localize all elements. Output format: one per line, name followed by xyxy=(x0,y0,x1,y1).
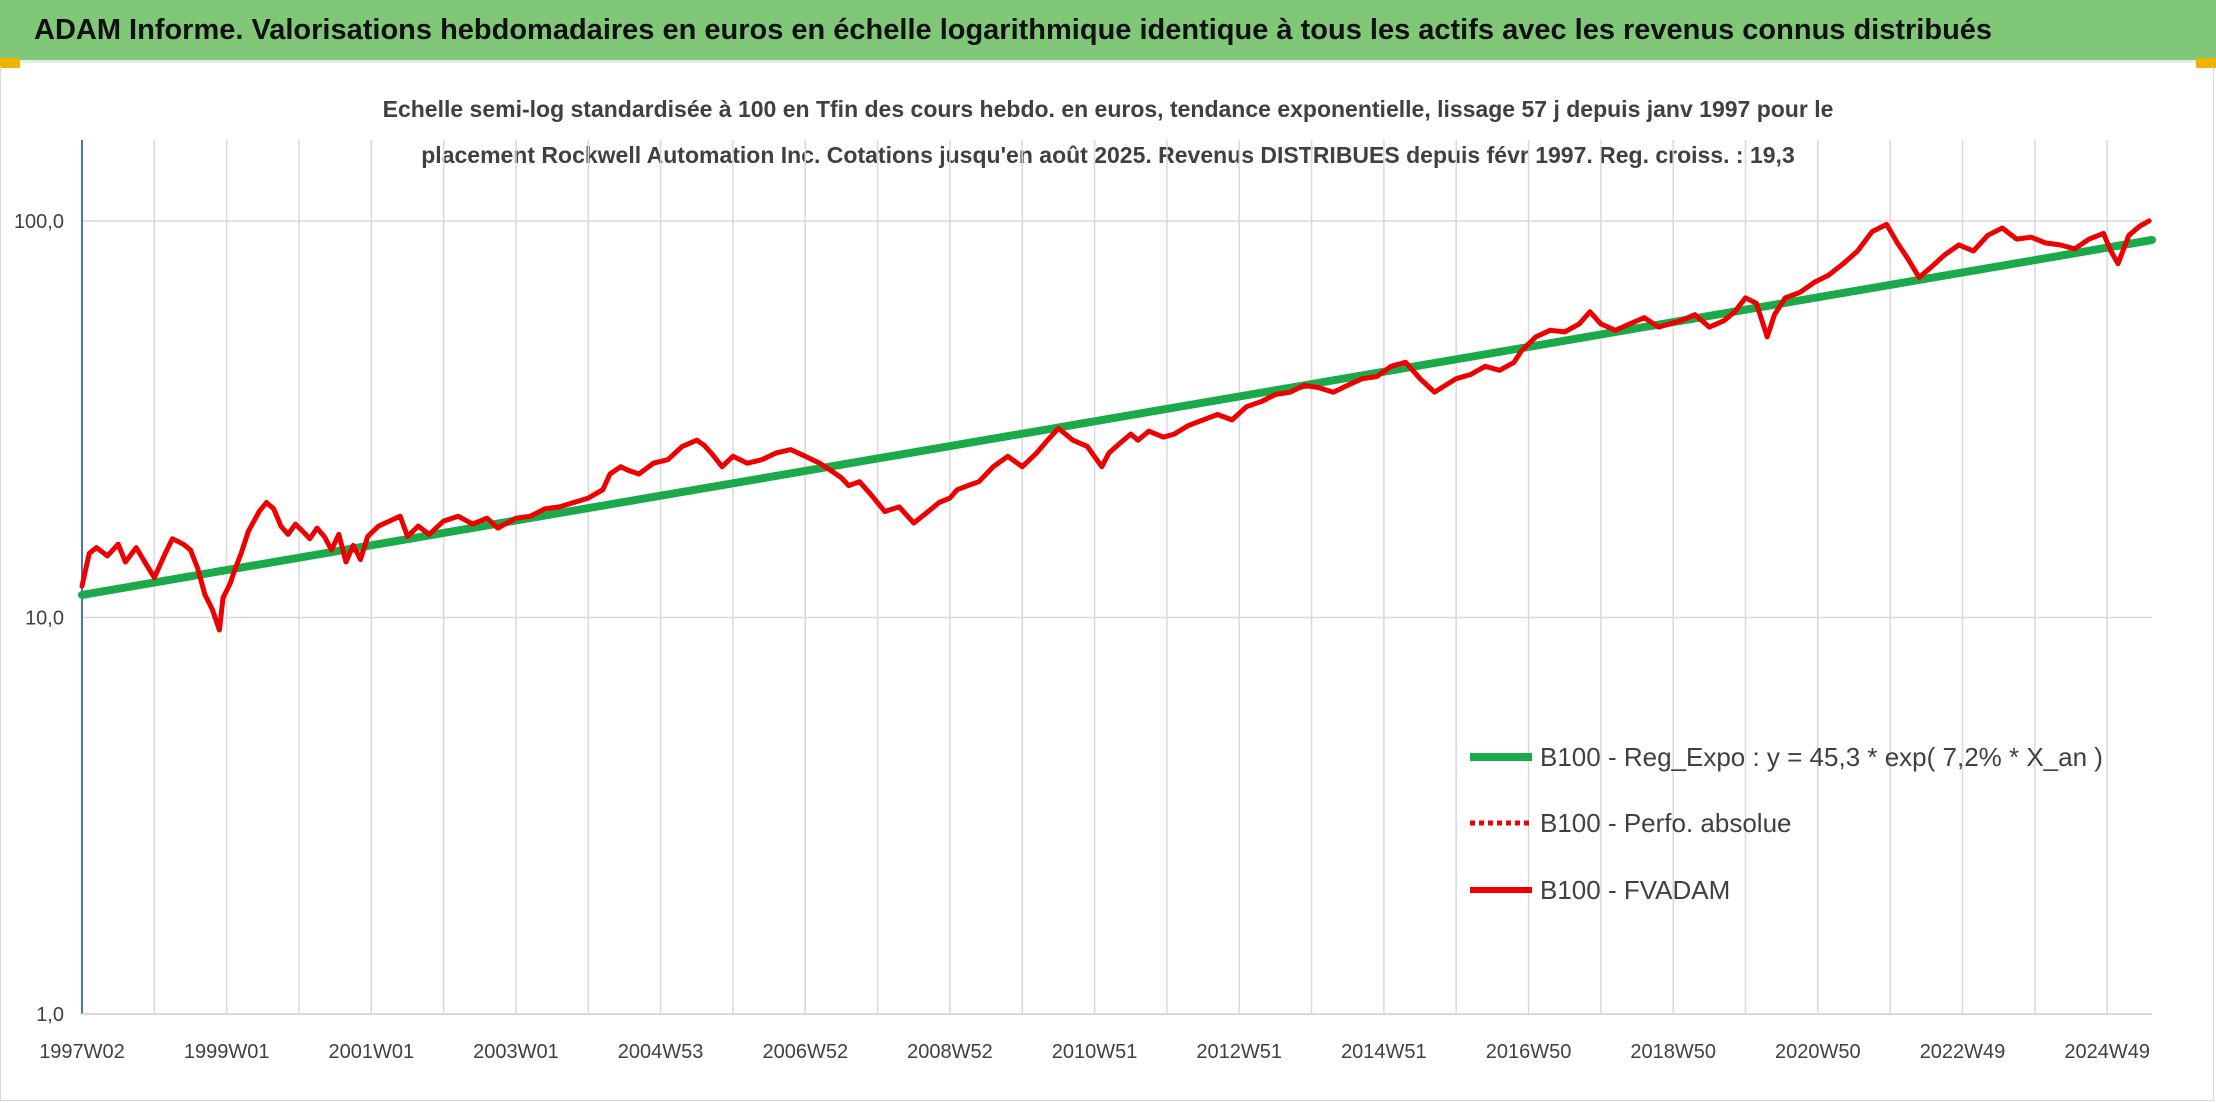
fvadam-line xyxy=(79,218,2152,633)
x-tick-label: 2003W01 xyxy=(473,1041,559,1063)
x-tick-label: 2006W52 xyxy=(762,1041,848,1063)
chart-title-line-2: placement Rockwell Automation Inc. Cotat… xyxy=(421,142,1795,168)
x-tick-label: 2016W50 xyxy=(1486,1041,1572,1063)
x-tick-label: 1997W02 xyxy=(39,1041,125,1063)
x-tick-label: 2022W49 xyxy=(1920,1041,2006,1063)
y-tick-label: 10,0 xyxy=(25,607,64,629)
x-tick-label: 2008W52 xyxy=(907,1041,993,1063)
y-tick-label: 100,0 xyxy=(14,211,64,233)
x-tick-label: 2012W51 xyxy=(1196,1041,1282,1063)
x-tick-label: 1999W01 xyxy=(184,1041,270,1063)
corner-marker-left xyxy=(0,58,20,68)
report-banner: ADAM Informe. Valorisations hebdomadaire… xyxy=(0,0,2216,63)
x-tick-label: 2018W50 xyxy=(1630,1041,1716,1063)
chart-title-line-1: Echelle semi-log standardisée à 100 en T… xyxy=(382,96,1834,122)
report-title: ADAM Informe. Valorisations hebdomadaire… xyxy=(34,13,1993,46)
trend-line-reg-expo xyxy=(78,236,2156,599)
legend-label-perfo: B100 - Perfo. absolue xyxy=(1540,808,1792,838)
legend-label-reg-expo: B100 - Reg_Expo : y = 45,3 * exp( 7,2% *… xyxy=(1540,742,2103,772)
x-tick-label: 2001W01 xyxy=(328,1041,414,1063)
x-tick-label: 2004W53 xyxy=(618,1041,704,1063)
x-tick-label: 2014W51 xyxy=(1341,1041,1427,1063)
chart-frame xyxy=(0,66,2214,1101)
corner-marker-right xyxy=(2196,58,2216,68)
x-tick-label: 2010W51 xyxy=(1052,1041,1138,1063)
x-tick-label: 2020W50 xyxy=(1775,1041,1861,1063)
x-tick-label: 2024W49 xyxy=(2064,1041,2150,1063)
legend-label-fvadam: B100 - FVADAM xyxy=(1540,875,1730,905)
y-tick-label: 1,0 xyxy=(36,1004,64,1026)
